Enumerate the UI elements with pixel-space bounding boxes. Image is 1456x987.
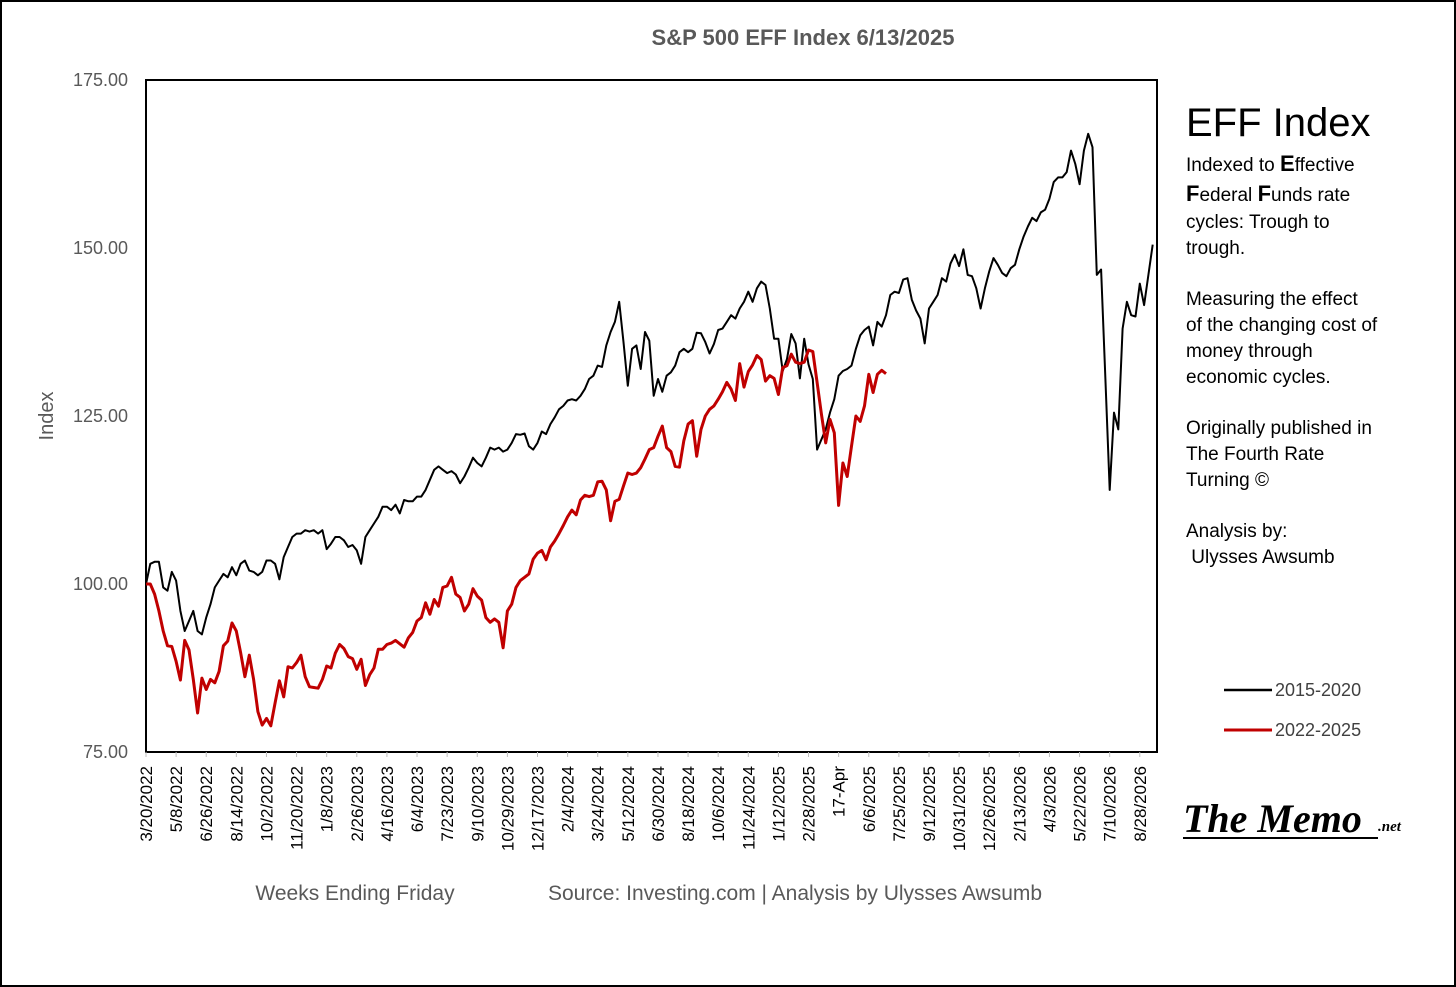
sidebar-line-3: cycles: Trough to <box>1186 212 1330 233</box>
x-tick-label: 9/10/2023 <box>468 766 487 842</box>
sidebar-annotation: EFF Index Indexed to Effective Federal F… <box>1186 101 1378 568</box>
legend-label-2022-2025: 2022-2025 <box>1275 720 1361 740</box>
y-axis: 75.00 100.00 125.00 150.00 175.00 <box>73 70 128 762</box>
y-axis-label: Index <box>36 392 58 441</box>
x-axis: 3/20/2022 5/8/2022 6/26/2022 8/14/2022 10/2/… <box>137 752 1150 851</box>
x-tick-label: 17-Apr <box>830 766 849 817</box>
x-tick-label: 5/8/2022 <box>167 766 186 832</box>
x-tick-label: 6/26/2022 <box>197 766 216 842</box>
plot-area <box>145 79 1158 753</box>
sidebar-line-1: Indexed to Effective <box>1186 151 1355 176</box>
sidebar-para2-line: money through <box>1186 341 1313 362</box>
chart-title: S&P 500 EFF Index 6/13/2025 <box>652 25 955 50</box>
x-tick-label: 7/23/2023 <box>438 766 457 842</box>
y-tick-label: 150.00 <box>73 238 128 258</box>
y-tick-label: 175.00 <box>73 70 128 90</box>
sidebar-line-2: Federal Funds rate <box>1186 181 1350 206</box>
x-axis-label: Weeks Ending Friday <box>255 882 455 905</box>
sidebar-para3-line: Turning © <box>1186 470 1269 491</box>
x-tick-label: 6/6/2025 <box>860 766 879 832</box>
x-tick-label: 10/2/2022 <box>257 766 276 842</box>
source-note: Source: Investing.com | Analysis by Ulys… <box>548 882 1042 905</box>
x-tick-label: 10/6/2024 <box>709 766 728 842</box>
x-tick-label: 5/22/2026 <box>1071 766 1090 842</box>
x-tick-label: 6/30/2024 <box>649 766 668 842</box>
x-tick-label: 6/4/2023 <box>408 766 427 832</box>
sidebar-para2-line: Measuring the effect <box>1186 289 1359 310</box>
x-tick-label: 7/10/2026 <box>1101 766 1120 842</box>
x-tick-label: 2/26/2023 <box>348 766 367 842</box>
sidebar-para4-line: Ulysses Awsumb <box>1186 547 1335 568</box>
sidebar-para3-line: Originally published in <box>1186 418 1372 439</box>
x-tick-label: 3/24/2024 <box>589 766 608 842</box>
x-tick-label: 11/24/2024 <box>739 766 758 850</box>
legend-label-2015-2020: 2015-2020 <box>1275 680 1361 700</box>
legend: 2015-2020 2022-2025 <box>1224 680 1361 740</box>
y-tick-label: 125.00 <box>73 406 128 426</box>
x-tick-label: 9/12/2025 <box>920 766 939 842</box>
the-memo-logo: The Memo .net <box>1183 796 1402 841</box>
x-tick-label: 12/17/2023 <box>528 766 547 851</box>
x-tick-label: 8/14/2022 <box>227 766 246 842</box>
x-tick-label: 2/13/2026 <box>1010 766 1029 842</box>
x-tick-label: 2/28/2025 <box>800 766 819 842</box>
x-tick-label: 2/4/2024 <box>559 766 578 832</box>
x-tick-label: 1/8/2023 <box>318 766 337 832</box>
x-tick-label: 4/3/2026 <box>1040 766 1059 832</box>
series-line-2015-2020 <box>145 132 1154 636</box>
logo-text: The Memo <box>1183 796 1362 841</box>
y-tick-label: 100.00 <box>73 574 128 594</box>
x-tick-label: 11/20/2022 <box>288 766 307 850</box>
sidebar-para2-line: economic cycles. <box>1186 367 1331 388</box>
sidebar-para3-line: The Fourth Rate <box>1186 444 1324 465</box>
x-tick-label: 8/28/2026 <box>1131 766 1150 842</box>
x-tick-label: 1/12/2025 <box>769 766 788 842</box>
sidebar-para2-line: of the changing cost of <box>1186 315 1378 336</box>
x-tick-label: 4/16/2023 <box>378 766 397 842</box>
x-tick-label: 7/25/2025 <box>890 766 909 842</box>
x-tick-label: 5/12/2024 <box>619 766 638 842</box>
x-tick-label: 8/18/2024 <box>679 766 698 842</box>
series-layer <box>145 132 1154 728</box>
logo-suffix: .net <box>1378 819 1402 835</box>
series-line-2022-2025 <box>146 348 887 728</box>
x-tick-label: 10/31/2025 <box>950 766 969 851</box>
sidebar-title: EFF Index <box>1186 101 1371 145</box>
sidebar-line-4: trough. <box>1186 238 1245 259</box>
y-tick-label: 75.00 <box>83 742 128 762</box>
sidebar-para4-line: Analysis by: <box>1186 521 1287 542</box>
x-tick-label: 12/26/2025 <box>980 766 999 851</box>
x-tick-label: 3/20/2022 <box>137 766 156 842</box>
x-tick-label: 10/29/2023 <box>498 766 517 851</box>
